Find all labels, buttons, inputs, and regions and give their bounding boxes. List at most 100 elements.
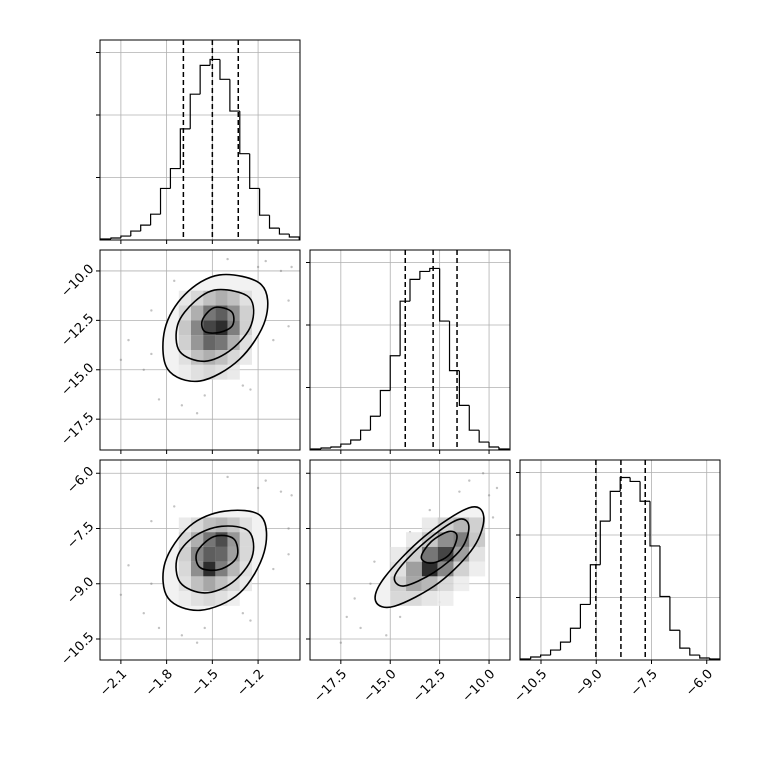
density-cell xyxy=(390,532,406,547)
x-tick-label: −10.0 xyxy=(460,667,499,706)
x-tick-label: −7.5 xyxy=(628,667,661,700)
histogram-step xyxy=(340,443,351,447)
density-cell xyxy=(215,546,228,562)
sample-point xyxy=(287,299,290,302)
histogram-step xyxy=(268,215,280,229)
sample-point xyxy=(398,615,402,619)
y-tick-label: −15.0 xyxy=(59,360,98,399)
sample-point xyxy=(287,325,290,328)
histogram-step xyxy=(540,654,551,657)
histogram-step xyxy=(229,79,240,112)
histogram-step xyxy=(530,656,541,659)
sample-point xyxy=(249,619,252,622)
sample-point xyxy=(369,582,372,585)
density-cell xyxy=(421,546,438,562)
sample-point xyxy=(157,398,161,401)
y-tick-label: −6.0 xyxy=(64,464,97,497)
contour-line xyxy=(374,506,485,609)
density-cell xyxy=(227,561,240,577)
density-cell xyxy=(437,561,454,577)
histogram-step xyxy=(120,235,131,238)
panel-frame xyxy=(309,249,511,451)
density-cell xyxy=(178,591,192,606)
density-cell xyxy=(191,335,204,350)
panel-frame xyxy=(99,459,301,661)
x-tick-label: −10.5 xyxy=(512,667,551,706)
sample-point xyxy=(339,641,343,644)
histogram-step xyxy=(209,58,220,66)
density-cell xyxy=(215,591,228,606)
contour-line xyxy=(420,530,458,564)
density-cell xyxy=(203,591,216,606)
contour-line xyxy=(195,534,239,572)
sample-point xyxy=(195,412,199,415)
sample-point xyxy=(256,486,260,490)
histogram-step xyxy=(169,167,181,189)
histogram-step xyxy=(110,237,121,239)
density-cell xyxy=(437,591,454,606)
density-cell xyxy=(390,546,407,562)
density-cell xyxy=(453,576,470,592)
histogram-step xyxy=(488,442,499,448)
density-cell xyxy=(227,290,240,306)
density-cell xyxy=(178,364,192,380)
histogram-step xyxy=(569,627,581,643)
sample-point xyxy=(203,394,206,397)
histogram-step xyxy=(379,389,391,417)
density-cell xyxy=(203,290,216,306)
sample-point xyxy=(142,612,145,615)
sample-point xyxy=(264,479,267,482)
density-cell xyxy=(390,576,407,592)
sample-point xyxy=(180,634,184,637)
histogram-step xyxy=(179,128,191,169)
density-cell xyxy=(215,335,228,350)
histogram-step xyxy=(439,268,450,322)
histogram-step xyxy=(589,564,601,605)
contour-line xyxy=(162,273,269,383)
sample-point xyxy=(150,352,153,356)
sample-point xyxy=(428,508,431,512)
density-cell xyxy=(421,576,438,592)
density-cell xyxy=(203,335,216,350)
density-cell xyxy=(240,365,252,380)
density-cell xyxy=(453,591,469,606)
histogram-step xyxy=(639,481,651,502)
sample-point xyxy=(249,388,252,391)
sample-point xyxy=(119,593,123,597)
sample-point xyxy=(279,269,283,273)
density-cell xyxy=(215,532,228,547)
density-cell xyxy=(227,364,240,380)
histogram-step xyxy=(679,630,690,649)
sample-point xyxy=(272,338,275,342)
sample-point xyxy=(279,490,283,493)
histogram-step xyxy=(559,641,571,651)
sample-point xyxy=(157,626,161,630)
histogram-step xyxy=(549,649,561,656)
density-cell xyxy=(178,290,192,306)
density-cell xyxy=(191,364,204,380)
sample-point xyxy=(150,519,153,523)
x-tick-label: −1.2 xyxy=(234,667,267,700)
histogram-step xyxy=(478,430,490,443)
density-cell xyxy=(178,532,192,547)
histogram-step xyxy=(429,267,440,272)
x-tick-label: −9.0 xyxy=(573,667,606,700)
histogram-step xyxy=(288,234,300,240)
histogram-step xyxy=(399,300,410,356)
density-cell xyxy=(215,290,228,306)
sample-point xyxy=(226,257,229,261)
density-cell xyxy=(453,517,470,533)
histogram-step xyxy=(389,355,401,391)
sample-point xyxy=(487,494,491,497)
density-cell xyxy=(390,517,406,532)
histogram-step xyxy=(320,447,331,449)
density-cell xyxy=(203,546,216,562)
density-cell xyxy=(239,532,252,547)
sample-point xyxy=(127,338,130,342)
contour-line xyxy=(162,509,268,612)
density-cell xyxy=(406,517,422,532)
histogram-step xyxy=(579,603,591,629)
histogram-step xyxy=(649,501,660,547)
y-tick-label: −10.0 xyxy=(59,262,98,301)
